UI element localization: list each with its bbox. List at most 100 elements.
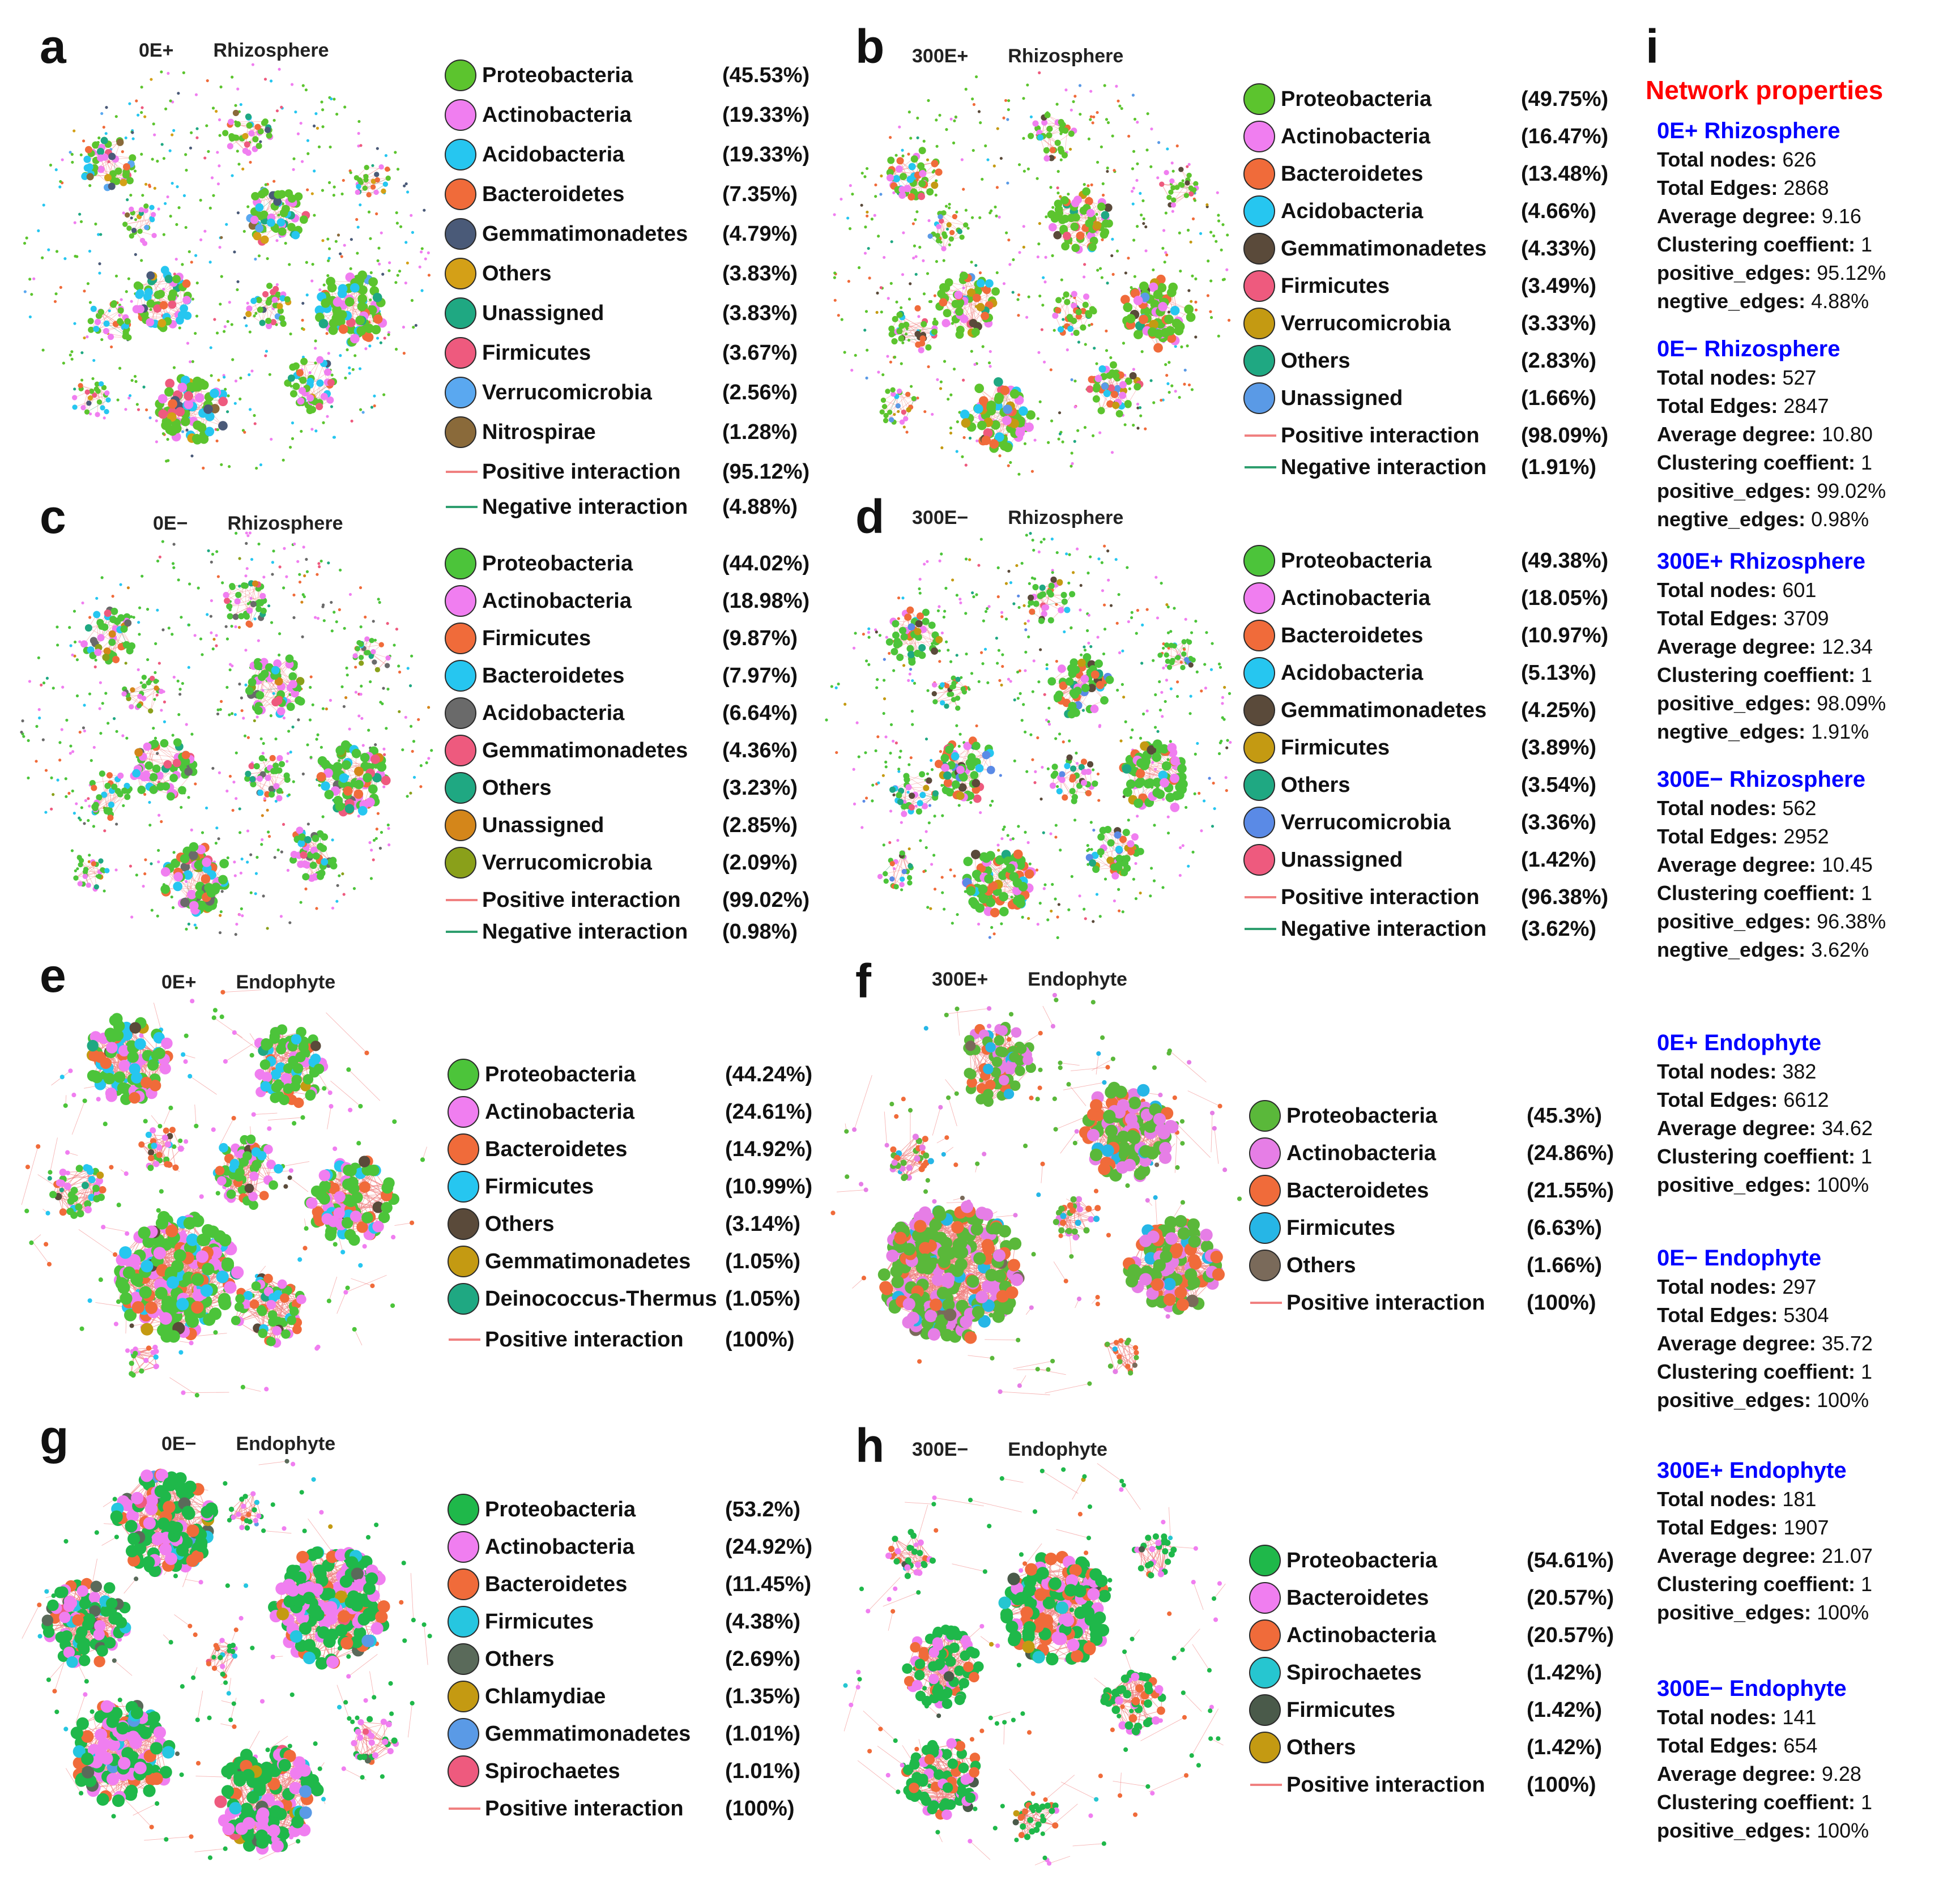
node <box>378 642 384 647</box>
node <box>80 640 88 648</box>
edge <box>900 392 911 408</box>
node <box>312 124 316 127</box>
node <box>49 163 53 167</box>
node <box>278 227 287 236</box>
node <box>315 907 318 910</box>
node <box>290 851 298 859</box>
node <box>974 383 985 394</box>
node <box>291 725 295 729</box>
node <box>253 719 256 723</box>
node <box>1051 254 1054 257</box>
node <box>254 872 258 875</box>
node <box>184 225 188 229</box>
node <box>211 766 215 770</box>
node <box>350 283 360 293</box>
node <box>100 137 108 144</box>
node <box>1156 176 1160 180</box>
node <box>52 687 55 690</box>
node <box>257 254 261 258</box>
node <box>265 349 269 353</box>
node <box>1153 289 1163 300</box>
node <box>1191 274 1194 278</box>
node <box>121 734 125 738</box>
node <box>218 397 228 407</box>
node <box>28 278 32 281</box>
legend-percent: (4.33%) <box>1521 237 1597 261</box>
node <box>404 241 408 244</box>
edge <box>83 392 88 408</box>
node <box>895 165 903 173</box>
node <box>108 182 116 190</box>
node <box>1140 213 1143 217</box>
node <box>152 764 161 773</box>
edge <box>1063 202 1102 229</box>
legend-percent: (3.83%) <box>722 301 798 325</box>
node <box>87 797 90 800</box>
node <box>1075 309 1082 316</box>
node <box>97 233 100 236</box>
node <box>359 660 364 666</box>
node <box>382 785 386 788</box>
node <box>1111 134 1114 138</box>
edge <box>359 174 377 192</box>
node <box>1088 376 1096 383</box>
node <box>202 466 205 470</box>
node <box>1036 417 1039 420</box>
node <box>1220 248 1223 251</box>
node <box>103 647 111 655</box>
node <box>377 246 381 250</box>
node <box>863 329 867 332</box>
node <box>271 561 274 564</box>
node <box>193 634 197 637</box>
node <box>318 869 326 877</box>
node <box>333 97 336 101</box>
node <box>1083 275 1086 279</box>
node <box>240 907 243 910</box>
node <box>352 887 356 890</box>
legend-percent: (3.83%) <box>722 262 798 285</box>
node <box>194 782 197 786</box>
node <box>111 595 114 598</box>
node <box>927 365 930 369</box>
node <box>225 223 228 226</box>
node <box>154 642 157 645</box>
node <box>364 164 369 170</box>
node <box>287 793 291 796</box>
node <box>929 300 933 303</box>
node <box>396 168 400 171</box>
node <box>241 582 248 589</box>
node <box>226 410 229 413</box>
node <box>258 600 265 607</box>
node <box>227 613 233 620</box>
node <box>306 394 314 402</box>
node <box>273 197 282 206</box>
legend-label: Firmicutes <box>482 341 591 365</box>
node <box>271 573 274 576</box>
node <box>154 671 157 674</box>
node <box>1135 178 1139 182</box>
node <box>150 78 153 81</box>
node <box>82 726 86 730</box>
node <box>288 672 297 681</box>
node <box>419 785 423 788</box>
node <box>1058 432 1062 436</box>
node <box>318 318 329 329</box>
node <box>404 715 407 719</box>
node <box>121 150 124 154</box>
node <box>252 580 259 587</box>
node <box>1036 177 1039 180</box>
node <box>261 838 264 841</box>
node <box>902 425 906 429</box>
node <box>230 323 233 326</box>
node <box>996 127 999 130</box>
node <box>1157 141 1161 144</box>
node <box>1209 316 1213 319</box>
node <box>272 692 275 695</box>
node <box>1153 343 1163 353</box>
node <box>343 626 346 630</box>
node <box>357 120 361 123</box>
legend-label: Acidobacteria <box>1281 199 1424 223</box>
node <box>248 531 252 535</box>
node <box>351 368 355 371</box>
node <box>858 266 861 270</box>
